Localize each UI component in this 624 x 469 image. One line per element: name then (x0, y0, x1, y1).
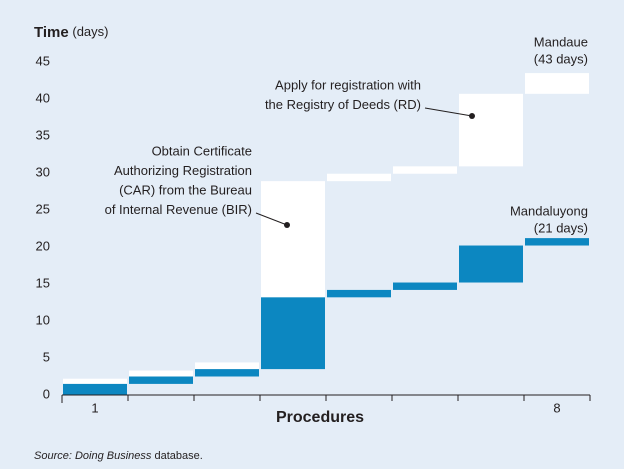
y-axis-unit: (days) (72, 24, 108, 39)
bar (63, 383, 127, 395)
leader-line (255, 212, 288, 226)
bar (393, 282, 457, 290)
y-tick-label: 45 (36, 53, 50, 68)
bar (261, 297, 325, 370)
source: Source: Doing Business database. (34, 450, 203, 462)
y-tick-label: 15 (36, 275, 50, 290)
y-tick-label: 0 (43, 386, 50, 401)
leader-dot (469, 113, 475, 119)
y-tick-label: 30 (36, 164, 50, 179)
x-axis-label: Procedures (276, 409, 364, 426)
y-axis-title: Time (days) (34, 24, 109, 41)
bar (393, 166, 457, 174)
annotation-text: Apply for registration with (275, 77, 421, 92)
x-tick-label: 1 (91, 400, 98, 415)
series-total: (43 days) (534, 51, 588, 66)
series-label: Mandaluyong (510, 203, 588, 218)
bar (459, 93, 523, 167)
bar (459, 245, 523, 283)
source-italic: Source: Doing Business (34, 450, 152, 462)
y-axis-label: Time (34, 24, 69, 41)
bar (129, 376, 193, 384)
bar (129, 370, 193, 379)
bar (195, 369, 259, 377)
bar (327, 173, 391, 182)
leader-line (424, 107, 473, 117)
bar (525, 238, 589, 246)
annotation-text: the Registry of Deeds (RD) (265, 97, 421, 112)
y-tick-label: 25 (36, 201, 50, 216)
y-tick-label: 5 (43, 349, 50, 364)
annotation-text: Authorizing Registration (114, 163, 252, 178)
bar (195, 362, 259, 371)
bar (327, 289, 391, 298)
source-rest: database. (154, 450, 202, 462)
bar (525, 73, 589, 94)
series-label: Mandaue (534, 34, 588, 49)
annotation-text: Obtain Certificate (152, 143, 252, 158)
annotation-text: of Internal Revenue (BIR) (105, 202, 252, 217)
y-tick-label: 20 (36, 238, 50, 253)
y-tick-label: 35 (36, 127, 50, 142)
leader-dot (284, 222, 290, 228)
y-tick-label: 40 (36, 90, 50, 105)
x-tick-label: 8 (553, 400, 560, 415)
y-tick-label: 10 (36, 312, 50, 327)
series-total: (21 days) (534, 220, 588, 235)
annotation-text: (CAR) from the Bureau (119, 182, 252, 197)
